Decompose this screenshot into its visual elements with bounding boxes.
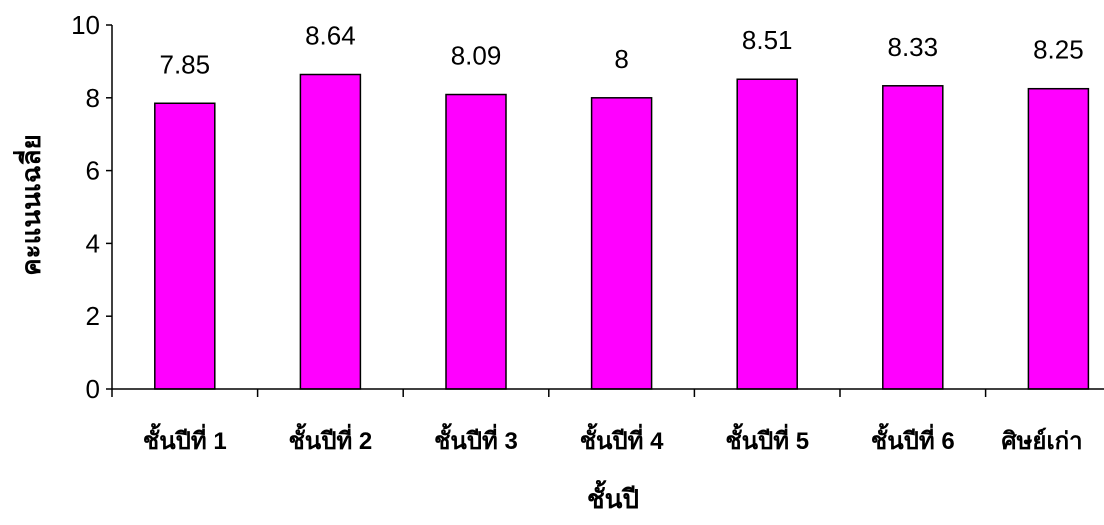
data-label: 7.85: [159, 49, 210, 79]
bar: [736, 78, 798, 390]
y-tick-label: 6: [86, 156, 100, 186]
bar: [882, 85, 944, 390]
y-ticks-layer: 0 2 4 6 8 10: [71, 10, 112, 404]
data-label: 8.64: [305, 21, 356, 51]
data-label: 8: [614, 44, 628, 74]
bar: [590, 97, 653, 390]
category-label: ศิษย์เก่า: [1001, 427, 1082, 455]
category-labels-layer: ชั้นปีที่ 1 ชั้นปีที่ 2 ชั้นปีที่ 3 ชั้นปีท…: [143, 422, 1083, 455]
bar: [1027, 87, 1090, 390]
category-label: ชั้นปีที่ 6: [871, 422, 955, 455]
bar: [154, 102, 216, 390]
y-tick-label: 8: [86, 83, 100, 113]
y-tick-label: 4: [86, 228, 100, 258]
bar: [299, 73, 362, 390]
data-label: 8.09: [451, 41, 502, 71]
category-label: ชั้นปีที่ 1: [143, 422, 227, 455]
category-label: ชั้นปีที่ 4: [580, 422, 664, 455]
bar: [445, 93, 507, 390]
category-label: ชั้นปีที่ 2: [289, 422, 373, 455]
bars-layer: [154, 73, 1090, 390]
y-axis-title: คะแนนเฉลี่ย: [12, 134, 46, 275]
data-label: 8.51: [742, 25, 793, 55]
y-tick-label: 2: [86, 301, 100, 331]
data-label: 8.33: [887, 32, 938, 62]
x-ticks-layer: [111, 389, 987, 397]
data-labels-layer: 7.85 8.64 8.09 8 8.51 8.33 8.25: [159, 21, 1083, 80]
y-tick-label: 0: [86, 374, 100, 404]
category-label: ชั้นปีที่ 5: [725, 422, 809, 455]
category-label: ชั้นปีที่ 3: [434, 422, 518, 455]
x-axis-title: ชั้นปี: [587, 479, 639, 514]
data-label: 8.25: [1033, 35, 1084, 65]
y-tick-label: 10: [71, 10, 100, 40]
